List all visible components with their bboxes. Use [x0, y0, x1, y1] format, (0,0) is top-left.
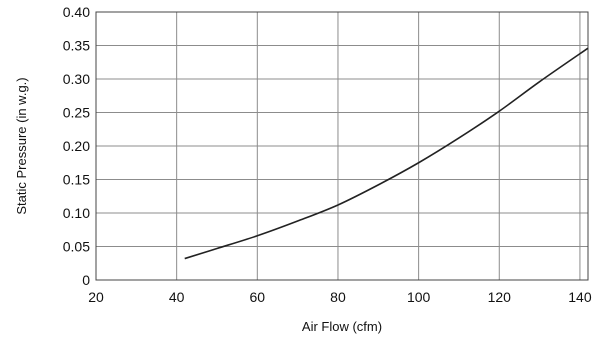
y-tick-label: 0.30 — [63, 71, 90, 87]
x-tick-label: 140 — [568, 289, 592, 305]
x-tick-label: 100 — [407, 289, 431, 305]
grid — [95, 11, 588, 281]
y-tick-label: 0.10 — [63, 205, 90, 221]
series-line-0 — [184, 47, 589, 260]
y-tick-label: 0.25 — [63, 105, 90, 121]
y-tick-label: 0.40 — [63, 4, 90, 20]
x-tick-label: 80 — [330, 289, 346, 305]
x-tick-label: 60 — [250, 289, 266, 305]
x-tick-label: 120 — [488, 289, 512, 305]
x-tick-labels: 20 40 60 80 100 120 140 — [88, 289, 592, 305]
y-tick-labels: 0 0.05 0.10 0.15 0.20 0.25 0.30 0.35 0.40 — [63, 4, 90, 288]
plot-frame — [95, 11, 589, 281]
y-tick-label: 0.15 — [63, 172, 90, 188]
x-tick-label: 40 — [169, 289, 185, 305]
y-axis-label: Static Pressure (in w.g.) — [14, 77, 29, 214]
x-axis-label: Air Flow (cfm) — [302, 319, 382, 334]
y-tick-label: 0.05 — [63, 239, 90, 255]
y-tick-label: 0.35 — [63, 38, 90, 54]
y-tick-label: 0.20 — [63, 138, 90, 154]
x-tick-label: 20 — [88, 289, 104, 305]
series-layer — [184, 47, 589, 260]
y-tick-label: 0 — [82, 272, 90, 288]
